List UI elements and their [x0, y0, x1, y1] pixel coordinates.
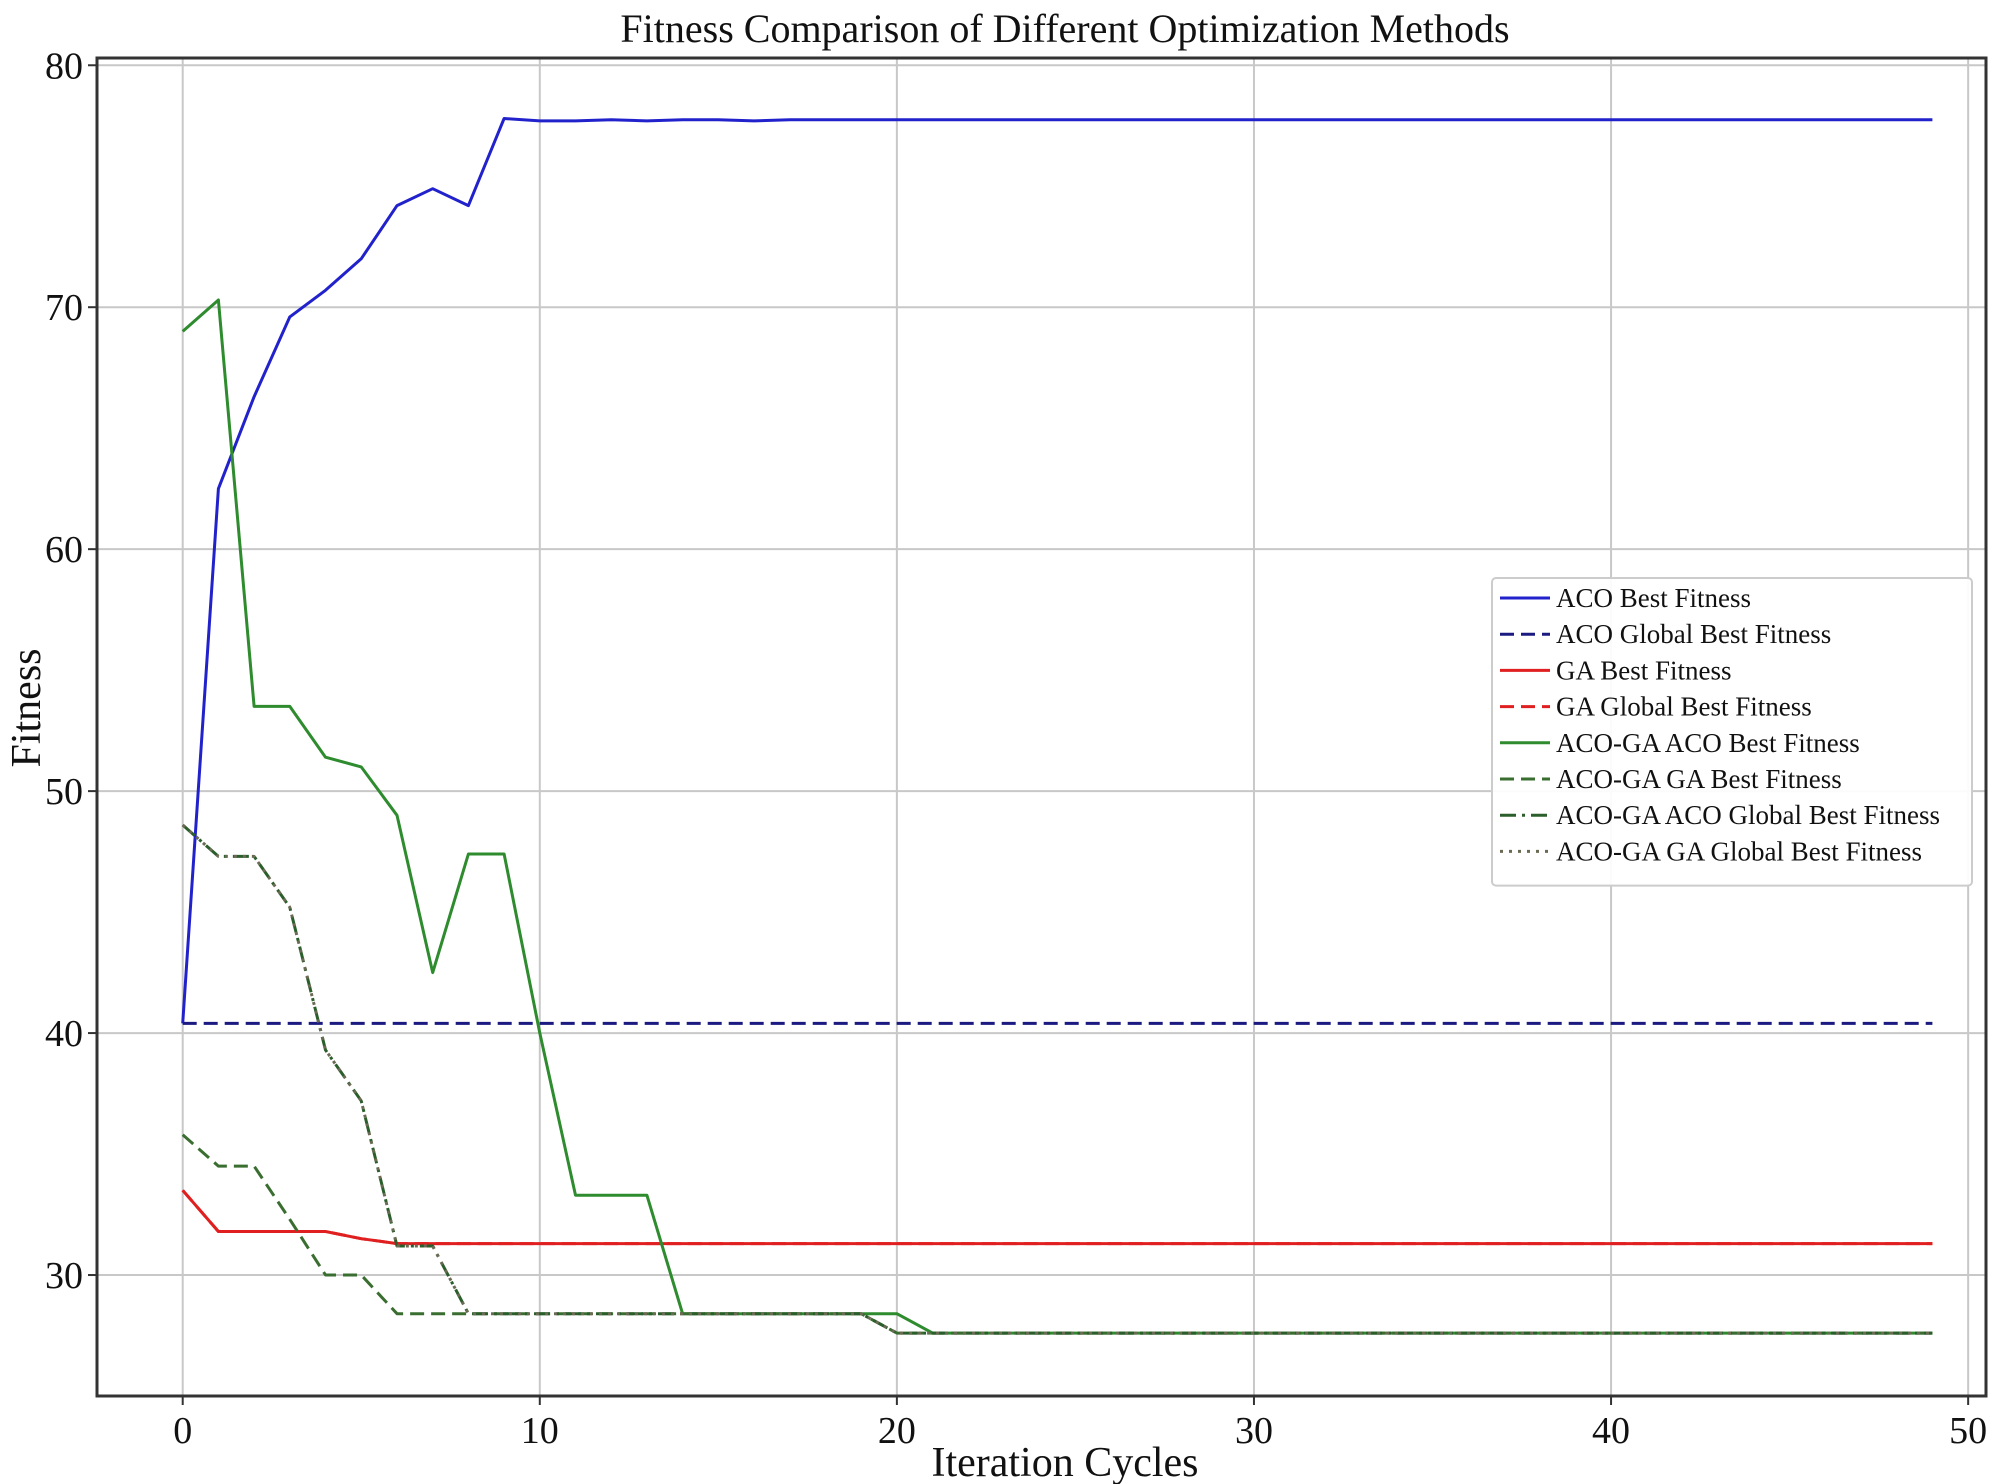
legend: ACO Best Fitness ACO Global Best Fitness G… [1491, 577, 1973, 887]
legend-label: ACO-GA GA Global Best Fitness [1556, 836, 1922, 866]
chart-title: Fitness Comparison of Different Optimiza… [620, 6, 1509, 51]
series-line-4 [181, 1189, 1933, 1246]
series-line-3 [181, 1189, 1933, 1246]
x-tick-label: 40 [1592, 1410, 1630, 1452]
x-tick-label: 10 [521, 1410, 559, 1452]
series-lines [181, 117, 1933, 1335]
x-tick-label: 0 [173, 1410, 192, 1452]
legend-label: ACO-GA ACO Best Fitness [1556, 728, 1860, 758]
series-line-6 [181, 1133, 1933, 1335]
x-tick-label: 30 [1235, 1410, 1273, 1452]
plot-frame [95, 56, 1988, 1398]
legend-label: GA Best Fitness [1556, 655, 1732, 685]
y-tick-label: 60 [45, 529, 83, 571]
x-tick-label: 50 [1949, 1410, 1987, 1452]
y-tick-label: 80 [45, 45, 83, 87]
x-axis-label: Iteration Cycles [931, 1440, 1198, 1484]
y-axis-label: Fitness [4, 648, 50, 767]
y-tick-label: 50 [45, 771, 83, 813]
legend-label: ACO-GA GA Best Fitness [1556, 764, 1842, 794]
y-tick-label: 40 [45, 1013, 83, 1055]
y-tick-label: 30 [45, 1255, 83, 1297]
series-line-1 [181, 117, 1933, 1024]
axis-ticks: 0 10 20 30 40 50 30 40 50 60 70 80 [45, 45, 1987, 1452]
legend-label: GA Global Best Fitness [1556, 692, 1812, 722]
y-tick-label: 70 [45, 287, 83, 329]
legend-label: ACO Global Best Fitness [1556, 619, 1831, 649]
series-line-8 [181, 823, 1933, 1335]
x-tick-label: 20 [878, 1410, 916, 1452]
legend-box [1491, 577, 1973, 887]
legend-label: ACO-GA ACO Global Best Fitness [1556, 800, 1940, 830]
legend-label: ACO Best Fitness [1556, 583, 1751, 613]
series-line-7 [181, 823, 1933, 1335]
